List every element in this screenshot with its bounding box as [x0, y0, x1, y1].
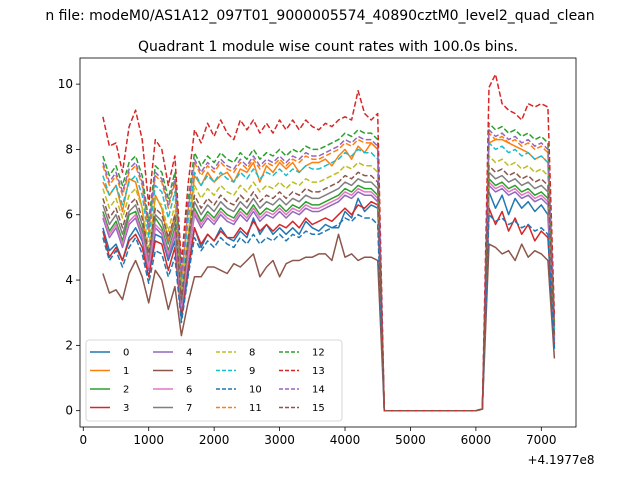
series-line-14 — [102, 129, 556, 412]
legend-label-8: 8 — [249, 348, 255, 359]
legend-label-4: 4 — [186, 348, 192, 359]
series-line-13 — [102, 73, 556, 412]
figure-suptitle: n file: modeM0/AS1A12_097T01_9000005574_… — [45, 8, 594, 24]
legend-label-7: 7 — [186, 403, 192, 414]
x-tick-label: 3000 — [264, 433, 295, 447]
x-tick-label: 1000 — [133, 433, 164, 447]
y-tick-label: 2 — [65, 338, 73, 352]
legend-label-14: 14 — [312, 385, 325, 396]
y-tick-label: 6 — [65, 208, 73, 222]
x-offset-label: +4.1977e8 — [527, 453, 594, 467]
x-tick-label: 5000 — [395, 433, 426, 447]
legend-label-6: 6 — [186, 385, 192, 396]
legend-label-0: 0 — [123, 348, 129, 359]
legend-box — [85, 339, 343, 422]
x-tick-label: 7000 — [526, 433, 557, 447]
chart-title: Quadrant 1 module wise count rates with … — [138, 39, 518, 55]
legend-label-13: 13 — [312, 366, 325, 377]
y-tick-label: 10 — [58, 77, 73, 91]
plot-frame — [79, 57, 577, 428]
x-tick-label: 4000 — [330, 433, 361, 447]
legend-label-10: 10 — [249, 385, 262, 396]
legend-label-15: 15 — [312, 403, 325, 414]
series-line-15 — [102, 165, 556, 412]
legend-label-1: 1 — [123, 366, 129, 377]
legend-label-3: 3 — [123, 403, 129, 414]
x-tick-label: 0 — [79, 433, 87, 447]
legend-label-5: 5 — [186, 366, 192, 377]
series-lines — [102, 73, 556, 412]
legend-label-12: 12 — [312, 348, 325, 359]
x-tick-label: 6000 — [461, 433, 492, 447]
x-tick-label: 2000 — [199, 433, 230, 447]
legend-label-9: 9 — [249, 366, 255, 377]
y-tick-label: 4 — [65, 273, 73, 287]
y-tick-label: 8 — [65, 142, 73, 156]
y-tick-label: 0 — [65, 404, 73, 418]
legend-label-2: 2 — [123, 385, 129, 396]
legend-label-11: 11 — [249, 403, 262, 414]
